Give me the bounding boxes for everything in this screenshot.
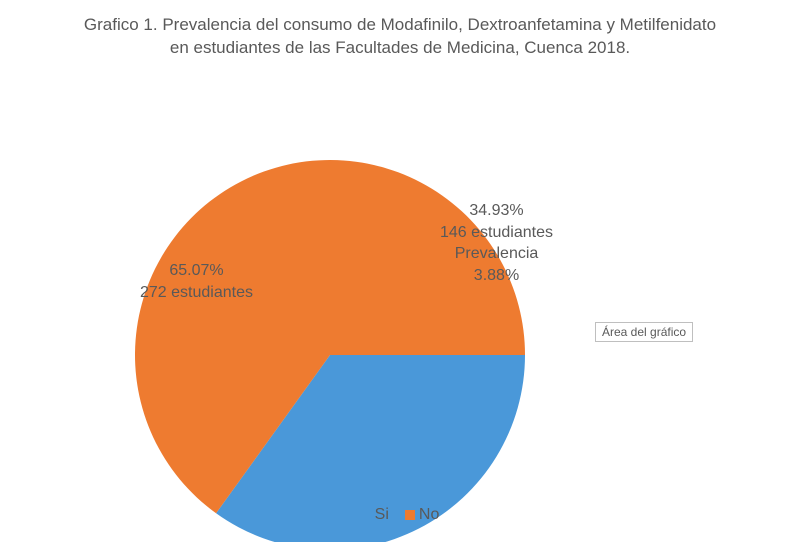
- pie-chart: [0, 70, 800, 480]
- legend-label-si: Si: [375, 506, 389, 523]
- legend-label-no: No: [419, 506, 439, 523]
- legend: Si No: [0, 506, 800, 524]
- legend-item-si: Si: [361, 506, 389, 524]
- chart-container: Grafico 1. Prevalencia del consumo de Mo…: [0, 0, 800, 542]
- slice-label-si: 34.93% 146 estudiantes Prevalencia 3.88%: [440, 200, 553, 286]
- legend-swatch-no: [405, 510, 415, 520]
- title-line-2: en estudiantes de las Facultades de Medi…: [170, 38, 630, 57]
- slice-label-no: 65.07% 272 estudiantes: [140, 260, 253, 303]
- chart-title: Grafico 1. Prevalencia del consumo de Mo…: [0, 0, 800, 60]
- legend-swatch-si: [361, 510, 371, 520]
- chart-area-tooltip: Área del gráfico: [595, 322, 693, 342]
- title-line-1: Grafico 1. Prevalencia del consumo de Mo…: [84, 15, 716, 34]
- pie-svg: [0, 70, 800, 542]
- legend-item-no: No: [405, 506, 439, 524]
